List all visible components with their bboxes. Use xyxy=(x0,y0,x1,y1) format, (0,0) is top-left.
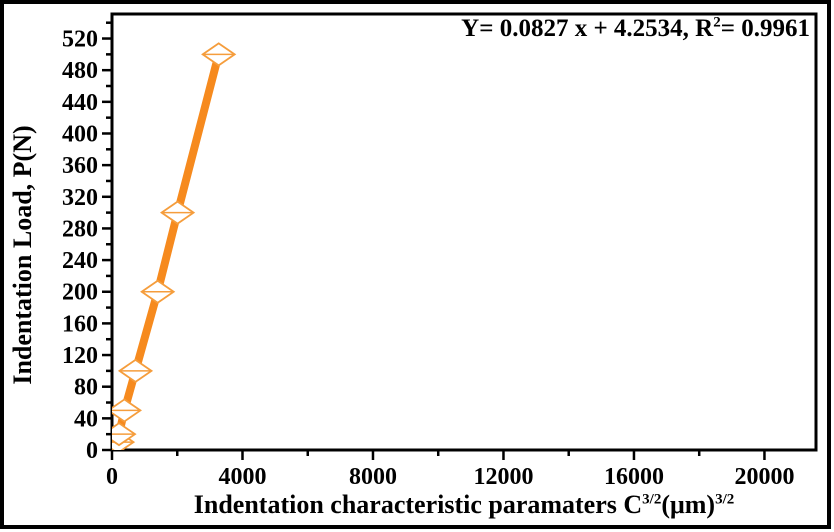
y-tick-label: 440 xyxy=(62,90,98,116)
y-tick-label: 240 xyxy=(62,248,98,274)
y-tick-label: 0 xyxy=(86,438,98,464)
y-tick-label: 360 xyxy=(62,153,98,179)
y-tick-label: 40 xyxy=(74,406,98,432)
x-tick-label: 20000 xyxy=(734,464,794,490)
fit-equation-label: Y= 0.0827 x + 4.2534, R2= 0.9961 xyxy=(461,15,810,43)
x-tick-label: 16000 xyxy=(604,464,664,490)
y-tick-label: 280 xyxy=(62,216,98,242)
y-tick-label: 120 xyxy=(62,343,98,369)
y-tick-label: 80 xyxy=(74,375,98,401)
x-tick-label: 0 xyxy=(106,464,118,490)
x-axis-title: Indentation characteristic paramaters C3… xyxy=(112,490,816,520)
fit-equation-pre: Y= 0.0827 x + 4.2534, R xyxy=(461,15,714,42)
x-axis-title-superscript-1: 3/2 xyxy=(642,491,662,508)
x-tick-label: 8000 xyxy=(349,464,397,490)
x-tick-label: 4000 xyxy=(218,464,266,490)
x-axis-title-superscript-2: 3/2 xyxy=(715,491,735,508)
x-axis-title-units: (μm) xyxy=(661,490,716,519)
y-tick-label: 480 xyxy=(62,58,98,84)
y-tick-label: 200 xyxy=(62,280,98,306)
y-axis-title: Indentation Load, P(N) xyxy=(8,125,37,385)
x-axis-title-text: Indentation characteristic paramaters C xyxy=(193,490,643,519)
fit-equation-post: = 0.9961 xyxy=(720,15,810,42)
y-tick-label: 160 xyxy=(62,311,98,337)
plot-box xyxy=(110,12,818,452)
y-tick-label: 520 xyxy=(62,27,98,53)
fit-equation-superscript: 2 xyxy=(713,14,721,31)
x-tick-label: 12000 xyxy=(473,464,533,490)
y-tick-label: 400 xyxy=(62,121,98,147)
data-series xyxy=(112,42,237,450)
trend-line xyxy=(113,53,223,443)
y-tick-label: 320 xyxy=(62,185,98,211)
